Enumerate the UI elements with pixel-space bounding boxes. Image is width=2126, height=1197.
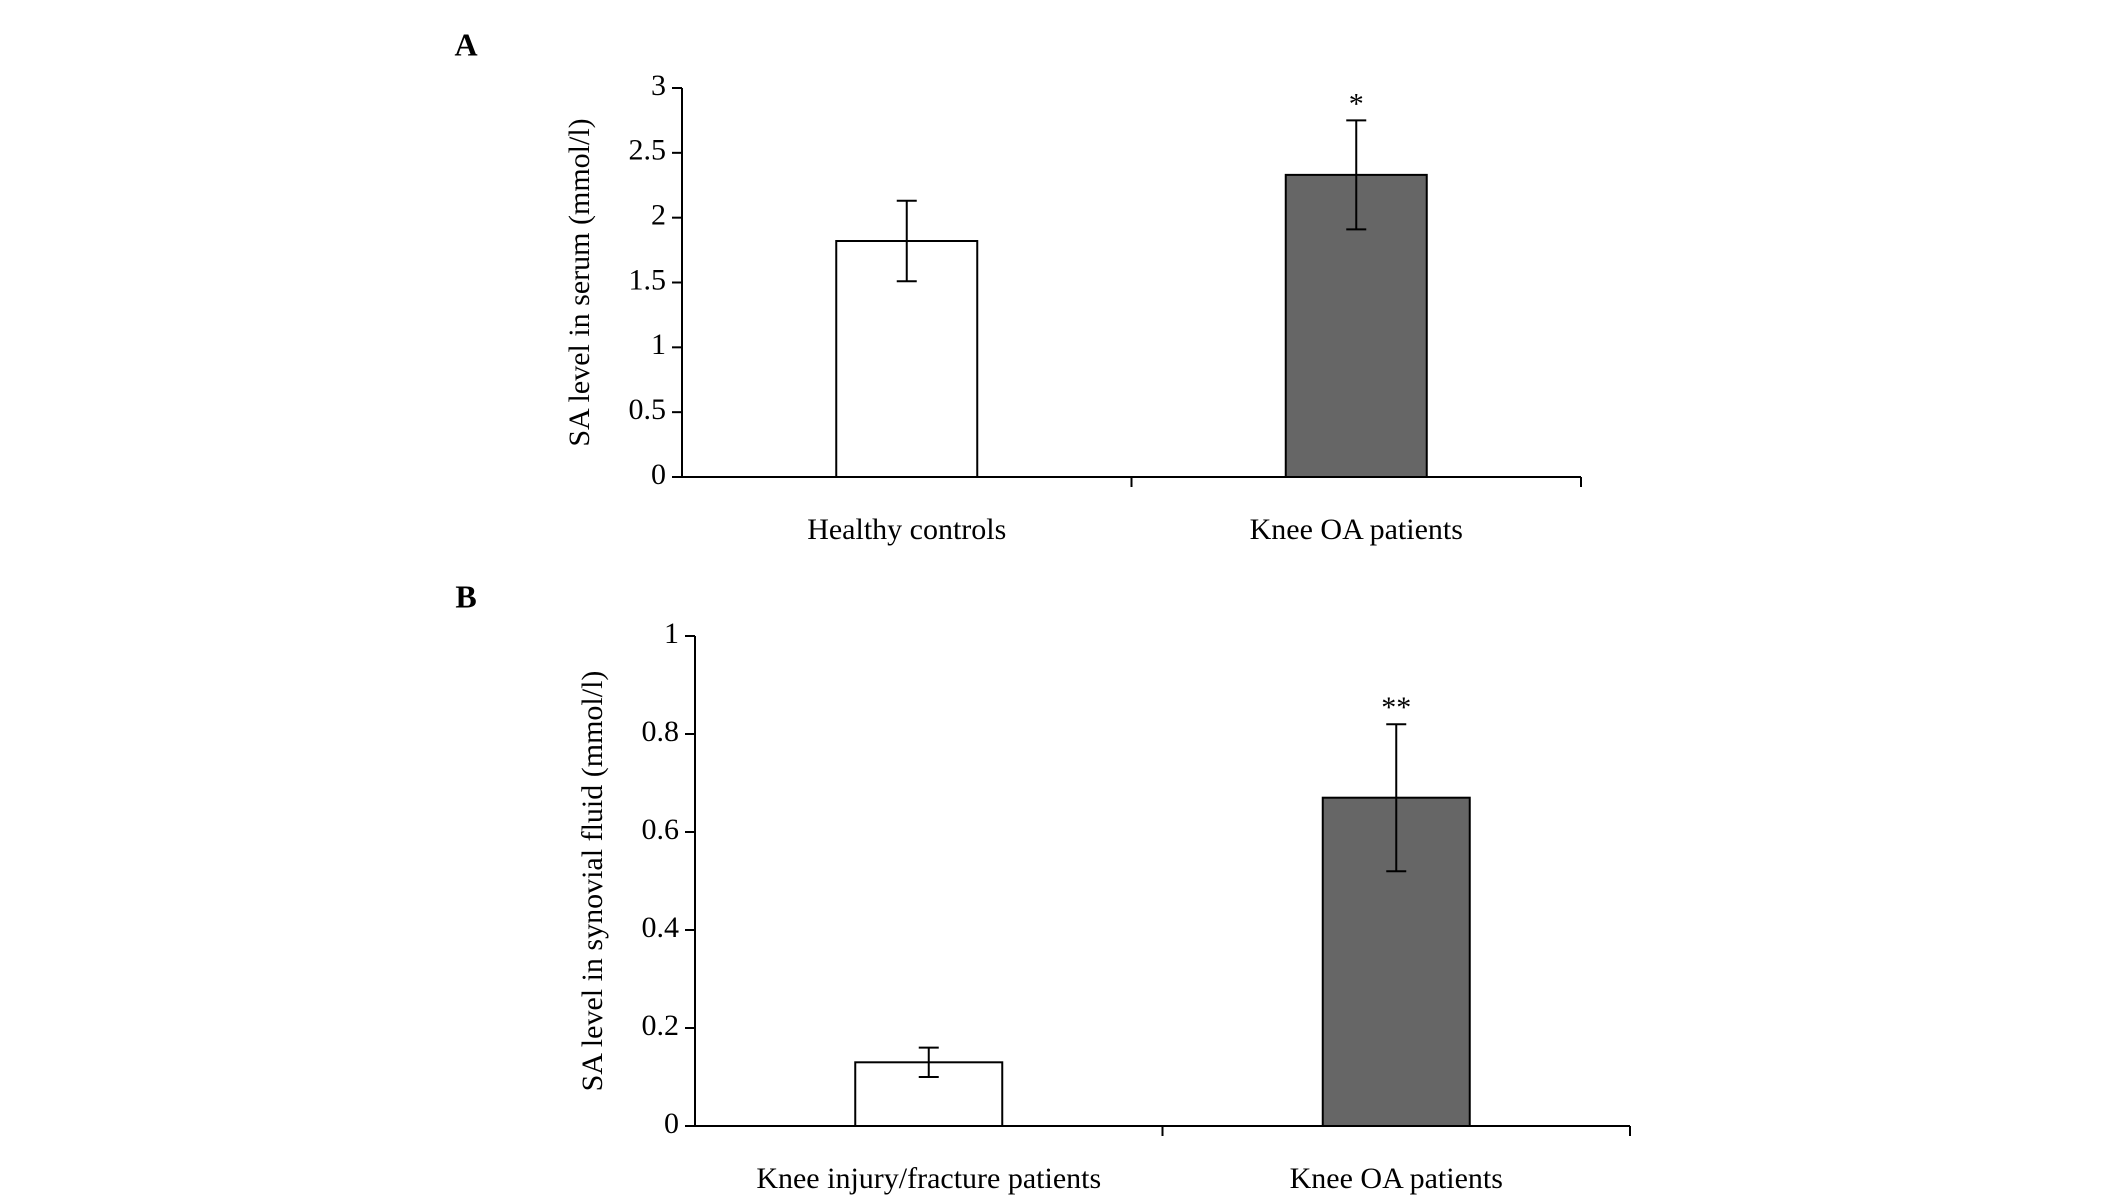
error-bar (918, 1046, 939, 1078)
panel-label: A (454, 26, 477, 62)
y-tick-label: 2 (651, 199, 666, 232)
y-tick-label: 3 (651, 69, 666, 102)
y-axis-label: SA level in synovial fluid (mmol/l) (576, 671, 609, 1092)
panel-label: B (455, 578, 476, 614)
y-tick-label: 0.5 (629, 393, 667, 426)
error-bar (896, 199, 917, 283)
y-tick-label: 0.8 (642, 715, 680, 748)
x-tick-label: Knee injury/fracture patients (756, 1162, 1101, 1195)
y-tick-label: 0.2 (642, 1009, 680, 1042)
y-tick-label: 2.5 (629, 134, 667, 167)
y-tick-label: 0 (664, 1107, 679, 1140)
error-bar (1386, 723, 1407, 873)
y-tick-label: 1 (651, 328, 666, 361)
error-bar (1346, 119, 1367, 231)
y-axis-label: SA level in serum (mmol/l) (563, 118, 596, 446)
y-tick-label: 0.6 (642, 813, 680, 846)
y-tick-label: 0.4 (642, 911, 680, 944)
significance-marker: * (1349, 87, 1364, 120)
x-tick-label: Knee OA patients (1290, 1162, 1503, 1195)
y-tick-label: 0 (651, 458, 666, 491)
x-tick-label: Healthy controls (807, 513, 1006, 546)
significance-marker: ** (1381, 691, 1411, 724)
y-tick-label: 1.5 (629, 263, 667, 296)
x-tick-label: Knee OA patients (1250, 513, 1463, 546)
y-tick-label: 1 (664, 617, 679, 650)
